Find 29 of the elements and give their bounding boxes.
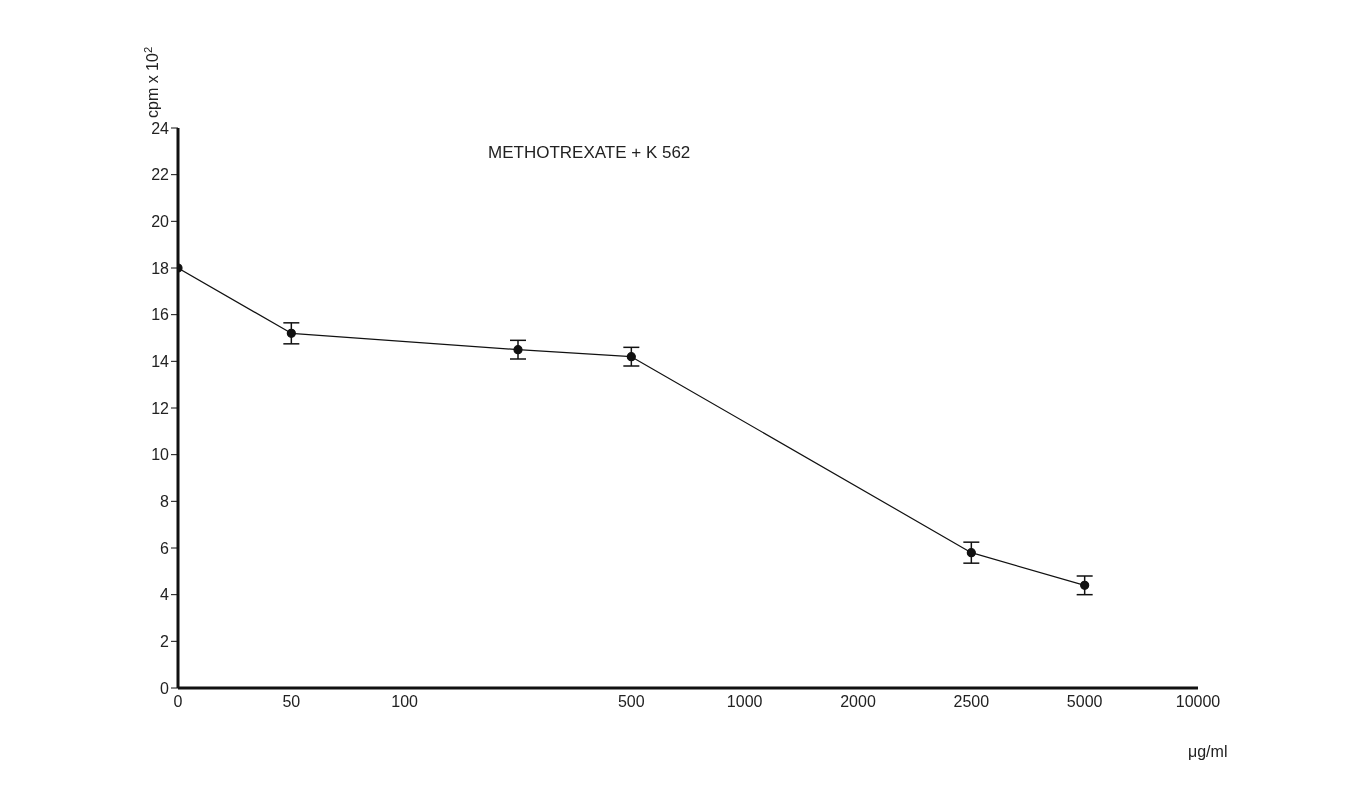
y-tick-label: 22 bbox=[151, 166, 170, 184]
point bbox=[1080, 580, 1090, 590]
x-tick-label: 2500 bbox=[953, 693, 990, 711]
y-tick-label: 8 bbox=[160, 493, 170, 511]
y-tick-label: 20 bbox=[151, 213, 170, 231]
x-tick-label: 5000 bbox=[1066, 693, 1103, 711]
y-tick-label: 24 bbox=[151, 119, 170, 137]
y-tick-label: 12 bbox=[151, 399, 170, 417]
x-tick-label: 10000 bbox=[1175, 693, 1221, 711]
x-tick-label: 0 bbox=[173, 693, 183, 711]
y-tick-label: 4 bbox=[160, 586, 170, 604]
text: METHOTREXATE + K 562 bbox=[488, 143, 691, 163]
x-tick-label: 50 bbox=[282, 693, 301, 711]
x-tick-label: 2000 bbox=[840, 693, 876, 711]
point bbox=[966, 548, 976, 558]
y-tick-label: 6 bbox=[160, 539, 170, 557]
y-tick-label: 14 bbox=[151, 353, 170, 371]
x-tick-label: 100 bbox=[391, 693, 419, 711]
x-tick-label: 1000 bbox=[726, 693, 763, 711]
point bbox=[513, 345, 523, 355]
point bbox=[286, 328, 296, 338]
y-tick-label: 2 bbox=[160, 633, 170, 651]
y-tick-label: 16 bbox=[151, 306, 170, 324]
point bbox=[626, 352, 636, 362]
y-tick-label: 0 bbox=[160, 679, 170, 697]
y-tick-label: 10 bbox=[151, 446, 170, 464]
x-axis-title: μg/ml bbox=[1188, 743, 1228, 761]
x-tick-label: 500 bbox=[617, 693, 645, 711]
y-tick-label: 18 bbox=[151, 259, 170, 277]
